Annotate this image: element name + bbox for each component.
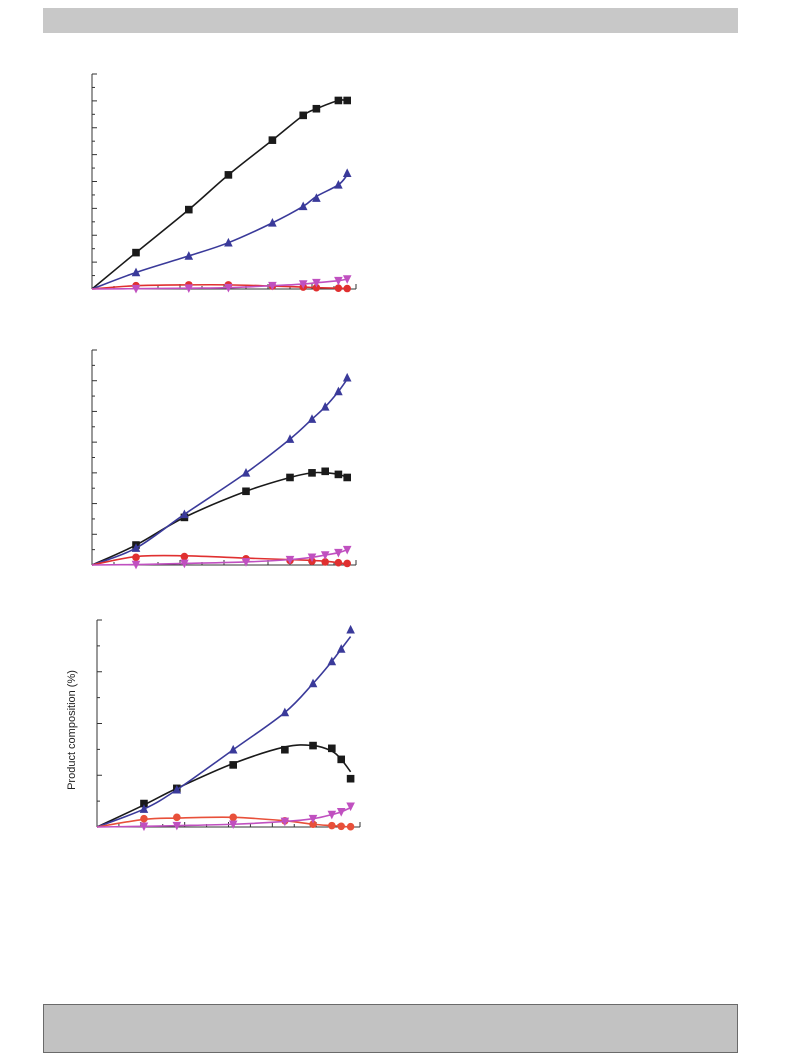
series-fit-curve bbox=[96, 636, 352, 828]
data-point-square bbox=[308, 469, 316, 477]
data-point-triangle-down bbox=[298, 280, 308, 289]
data-point-triangle-down bbox=[334, 548, 343, 558]
data-point-triangle-down bbox=[180, 559, 189, 569]
data-point-triangle-down bbox=[184, 284, 194, 293]
data-point-triangle-down bbox=[342, 545, 352, 555]
data-point-triangle-down bbox=[307, 553, 317, 563]
data-point-square bbox=[334, 470, 343, 479]
data-point-circle bbox=[328, 821, 336, 830]
data-point-triangle-up bbox=[285, 434, 295, 443]
data-point-circle bbox=[321, 558, 330, 566]
data-point-triangle-down bbox=[131, 284, 141, 294]
data-point-triangle-up bbox=[131, 543, 141, 552]
data-point-triangle-up bbox=[342, 168, 352, 178]
data-point-circle bbox=[312, 283, 321, 292]
data-point-circle bbox=[343, 559, 352, 568]
data-point-triangle-up bbox=[327, 656, 337, 666]
data-point-circle bbox=[337, 822, 346, 831]
data-point-triangle-down bbox=[285, 555, 295, 565]
data-point-square bbox=[343, 473, 351, 482]
data-point-triangle-up bbox=[342, 372, 352, 382]
data-point-triangle-down bbox=[320, 551, 330, 560]
data-point-triangle-up bbox=[312, 193, 321, 202]
data-point-triangle-up bbox=[131, 267, 141, 277]
data-point-circle bbox=[343, 284, 352, 293]
data-point-triangle-down bbox=[308, 814, 318, 824]
data-point-triangle-up bbox=[268, 218, 277, 227]
data-point-triangle-down bbox=[327, 810, 337, 820]
data-point-square bbox=[312, 104, 321, 113]
data-point-triangle-down bbox=[241, 558, 251, 567]
data-point-square bbox=[242, 487, 250, 496]
data-point-square bbox=[328, 744, 336, 753]
data-point-square bbox=[229, 761, 237, 769]
data-point-square bbox=[299, 111, 307, 120]
data-point-square bbox=[334, 96, 343, 105]
data-point-triangle-up bbox=[298, 201, 308, 211]
data-point-square bbox=[337, 755, 346, 764]
data-point-triangle-up bbox=[184, 251, 194, 260]
chart-panel-3 bbox=[96, 619, 361, 832]
data-point-square bbox=[132, 248, 140, 257]
data-point-triangle-up bbox=[241, 468, 251, 477]
chart-panel-2 bbox=[91, 349, 357, 570]
footer-box bbox=[43, 1004, 738, 1053]
data-point-circle bbox=[180, 552, 189, 561]
data-point-triangle-down bbox=[224, 283, 233, 293]
data-point-square bbox=[185, 205, 193, 214]
y-axis-label: Product composition (%) bbox=[66, 670, 78, 790]
data-point-triangle-down bbox=[268, 281, 277, 291]
data-point-triangle-up bbox=[139, 804, 149, 813]
data-point-square bbox=[343, 96, 351, 105]
data-point-triangle-down bbox=[280, 817, 290, 827]
data-point-triangle-down bbox=[228, 820, 238, 830]
data-point-triangle-up bbox=[320, 402, 330, 411]
data-point-triangle-up bbox=[334, 386, 343, 396]
data-point-triangle-up bbox=[346, 624, 355, 634]
chart-panel-1 bbox=[91, 73, 357, 294]
data-point-triangle-down bbox=[346, 802, 355, 812]
data-point-triangle-up bbox=[280, 707, 290, 717]
data-point-circle bbox=[346, 822, 355, 831]
data-point-triangle-up bbox=[228, 744, 238, 754]
data-point-triangle-up bbox=[336, 644, 346, 653]
data-point-triangle-up bbox=[224, 237, 233, 247]
data-point-circle bbox=[334, 558, 343, 567]
data-point-square bbox=[321, 467, 329, 476]
data-point-square bbox=[309, 741, 317, 750]
data-point-circle bbox=[173, 813, 181, 822]
data-point-triangle-up bbox=[334, 180, 343, 189]
data-point-triangle-down bbox=[312, 278, 321, 288]
data-point-square bbox=[281, 745, 289, 754]
series-fit-curve bbox=[91, 174, 348, 290]
data-point-circle bbox=[229, 813, 237, 822]
data-point-triangle-down bbox=[336, 808, 346, 817]
data-point-circle bbox=[140, 814, 148, 823]
data-point-triangle-down bbox=[131, 560, 141, 570]
data-point-triangle-up bbox=[308, 678, 318, 688]
data-point-triangle-down bbox=[334, 276, 343, 286]
data-point-square bbox=[140, 799, 148, 808]
data-point-triangle-down bbox=[342, 275, 352, 284]
data-point-triangle-up bbox=[180, 509, 189, 519]
data-point-circle bbox=[334, 284, 343, 292]
header-bar bbox=[43, 8, 738, 33]
data-point-square bbox=[268, 136, 277, 144]
series-fit-curve bbox=[91, 99, 348, 290]
data-point-triangle-down bbox=[139, 822, 149, 832]
data-point-square bbox=[346, 774, 355, 783]
data-point-triangle-up bbox=[172, 784, 182, 794]
data-point-triangle-up bbox=[307, 414, 317, 423]
data-point-square bbox=[286, 473, 294, 482]
data-point-triangle-down bbox=[172, 821, 182, 831]
data-point-square bbox=[224, 171, 233, 179]
data-point-circle bbox=[309, 820, 317, 829]
data-point-circle bbox=[132, 553, 140, 562]
